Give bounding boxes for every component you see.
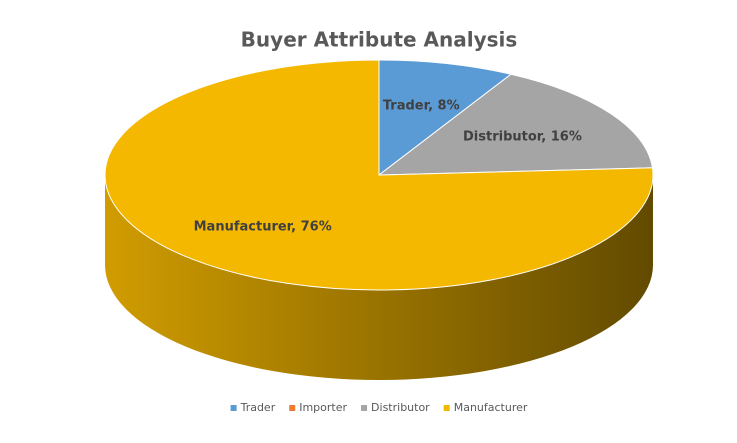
data-label: Trader, 8%	[383, 98, 460, 113]
legend-label: Importer	[299, 401, 347, 414]
slice	[378, 59, 513, 177]
data-label: Distributor, 16%	[463, 129, 582, 144]
pie-tops	[104, 59, 654, 291]
slice	[377, 73, 654, 176]
legend-label: Manufacturer	[454, 401, 528, 414]
chart-title: Buyer Attribute Analysis	[241, 28, 518, 52]
legend-swatch	[443, 405, 450, 411]
legend: Trader Importer Distributor Manufacturer	[230, 401, 528, 414]
pie-sides	[105, 175, 653, 380]
legend-swatch	[230, 405, 237, 411]
data-label: Manufacturer, 76%	[194, 219, 332, 234]
legend-label: Trader	[240, 401, 276, 414]
legend-swatch	[289, 405, 296, 411]
legend-label: Distributor	[371, 401, 430, 414]
legend-swatch	[361, 405, 368, 411]
slice-side	[105, 175, 653, 380]
slice	[104, 59, 654, 291]
